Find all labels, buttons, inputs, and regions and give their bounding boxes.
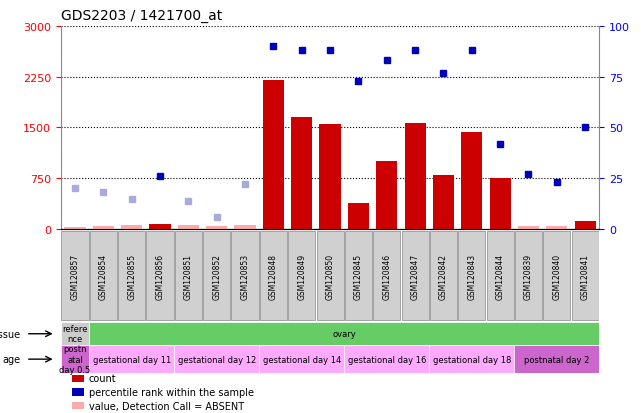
FancyBboxPatch shape [260, 231, 287, 320]
Text: GSM120856: GSM120856 [156, 253, 165, 299]
Bar [174, 346, 259, 373]
Bar [89, 346, 174, 373]
Text: gestational day 12: gestational day 12 [178, 355, 256, 364]
FancyBboxPatch shape [487, 231, 513, 320]
Bar [206, 226, 228, 230]
Text: GSM120845: GSM120845 [354, 253, 363, 299]
Text: GSM120854: GSM120854 [99, 253, 108, 299]
Text: ovary: ovary [333, 330, 356, 338]
Text: GSM120850: GSM120850 [326, 253, 335, 299]
Bar [72, 388, 83, 396]
FancyBboxPatch shape [572, 231, 599, 320]
Text: GSM120843: GSM120843 [467, 253, 476, 299]
Text: value, Detection Call = ABSENT: value, Detection Call = ABSENT [89, 401, 244, 411]
Text: GSM120846: GSM120846 [382, 253, 391, 299]
Bar [546, 227, 567, 230]
FancyBboxPatch shape [373, 231, 401, 320]
Bar [65, 228, 86, 230]
FancyBboxPatch shape [401, 231, 429, 320]
Bar [490, 179, 511, 230]
Bar [429, 346, 514, 373]
Text: postnatal day 2: postnatal day 2 [524, 355, 590, 364]
FancyBboxPatch shape [90, 231, 117, 320]
Text: GDS2203 / 1421700_at: GDS2203 / 1421700_at [61, 9, 222, 23]
Bar [574, 221, 595, 230]
Text: GSM120841: GSM120841 [581, 253, 590, 299]
FancyBboxPatch shape [118, 231, 146, 320]
FancyBboxPatch shape [203, 231, 230, 320]
Bar [348, 204, 369, 230]
Bar [93, 226, 114, 230]
FancyBboxPatch shape [231, 231, 259, 320]
Text: GSM120855: GSM120855 [128, 253, 137, 299]
FancyBboxPatch shape [317, 231, 344, 320]
Text: gestational day 11: gestational day 11 [92, 355, 171, 364]
FancyBboxPatch shape [515, 231, 542, 320]
Bar [149, 224, 171, 230]
Text: GSM120857: GSM120857 [71, 253, 79, 299]
Bar [461, 133, 483, 230]
Text: percentile rank within the sample: percentile rank within the sample [89, 387, 254, 397]
Bar [259, 346, 344, 373]
FancyBboxPatch shape [430, 231, 457, 320]
Text: GSM120840: GSM120840 [553, 253, 562, 299]
Text: gestational day 14: gestational day 14 [263, 355, 341, 364]
Text: GSM120847: GSM120847 [411, 253, 420, 299]
Bar [61, 322, 89, 346]
Text: refere
nce: refere nce [62, 324, 88, 344]
Bar [121, 225, 142, 230]
Text: postn
atal
day 0.5: postn atal day 0.5 [60, 344, 90, 374]
FancyBboxPatch shape [345, 231, 372, 320]
Bar [404, 123, 426, 230]
Text: count: count [89, 373, 117, 383]
Text: gestational day 18: gestational day 18 [433, 355, 511, 364]
Bar [178, 225, 199, 230]
Text: GSM120851: GSM120851 [184, 253, 193, 299]
Text: GSM120848: GSM120848 [269, 253, 278, 299]
Bar [72, 375, 83, 382]
Text: GSM120853: GSM120853 [240, 253, 249, 299]
Bar [235, 225, 256, 230]
FancyBboxPatch shape [62, 231, 88, 320]
Text: GSM120839: GSM120839 [524, 253, 533, 299]
Text: GSM120849: GSM120849 [297, 253, 306, 299]
Bar [376, 162, 397, 230]
Text: age: age [3, 354, 21, 364]
Bar [433, 176, 454, 230]
Bar [61, 346, 89, 373]
Bar [514, 346, 599, 373]
Text: gestational day 16: gestational day 16 [347, 355, 426, 364]
Bar [291, 118, 312, 230]
Bar [319, 125, 341, 230]
Text: GSM120844: GSM120844 [495, 253, 504, 299]
Text: GSM120842: GSM120842 [439, 253, 448, 299]
FancyBboxPatch shape [175, 231, 202, 320]
FancyBboxPatch shape [147, 231, 174, 320]
Text: GSM120852: GSM120852 [212, 253, 221, 299]
Bar [72, 402, 83, 409]
FancyBboxPatch shape [288, 231, 315, 320]
Bar [344, 346, 429, 373]
Bar [263, 81, 284, 230]
FancyBboxPatch shape [543, 231, 570, 320]
Text: tissue: tissue [0, 329, 21, 339]
FancyBboxPatch shape [458, 231, 485, 320]
Bar [518, 226, 539, 230]
